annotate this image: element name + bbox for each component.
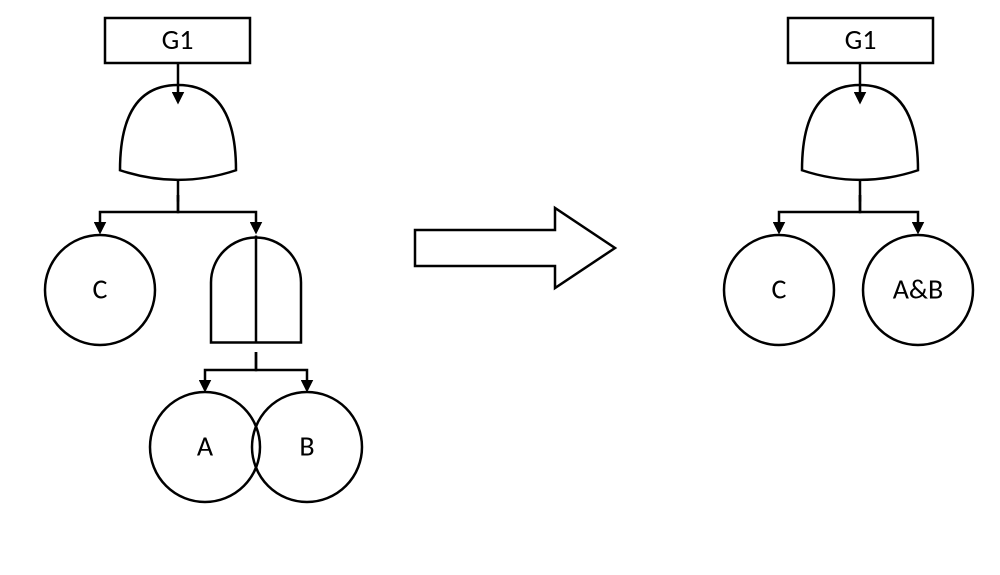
left-node-b-label: B: [299, 429, 314, 464]
left-edge-and-a: [205, 352, 256, 390]
right-edge-or-ab: [860, 195, 918, 232]
left-edge-or-c: [100, 195, 178, 232]
right-top-rect-label: G1: [845, 22, 877, 57]
transform-arrow: [415, 208, 615, 288]
left-top-rect-label: G1: [162, 22, 194, 57]
right-node-ab-label: A&B: [893, 272, 944, 307]
right-node-c-label: C: [772, 272, 787, 307]
left-edge-and-b: [256, 352, 307, 390]
left-edge-or-and: [178, 195, 256, 232]
left-node-a-label: A: [197, 429, 214, 464]
right-edge-or-c: [779, 195, 860, 232]
left-node-c-label: C: [93, 272, 108, 307]
